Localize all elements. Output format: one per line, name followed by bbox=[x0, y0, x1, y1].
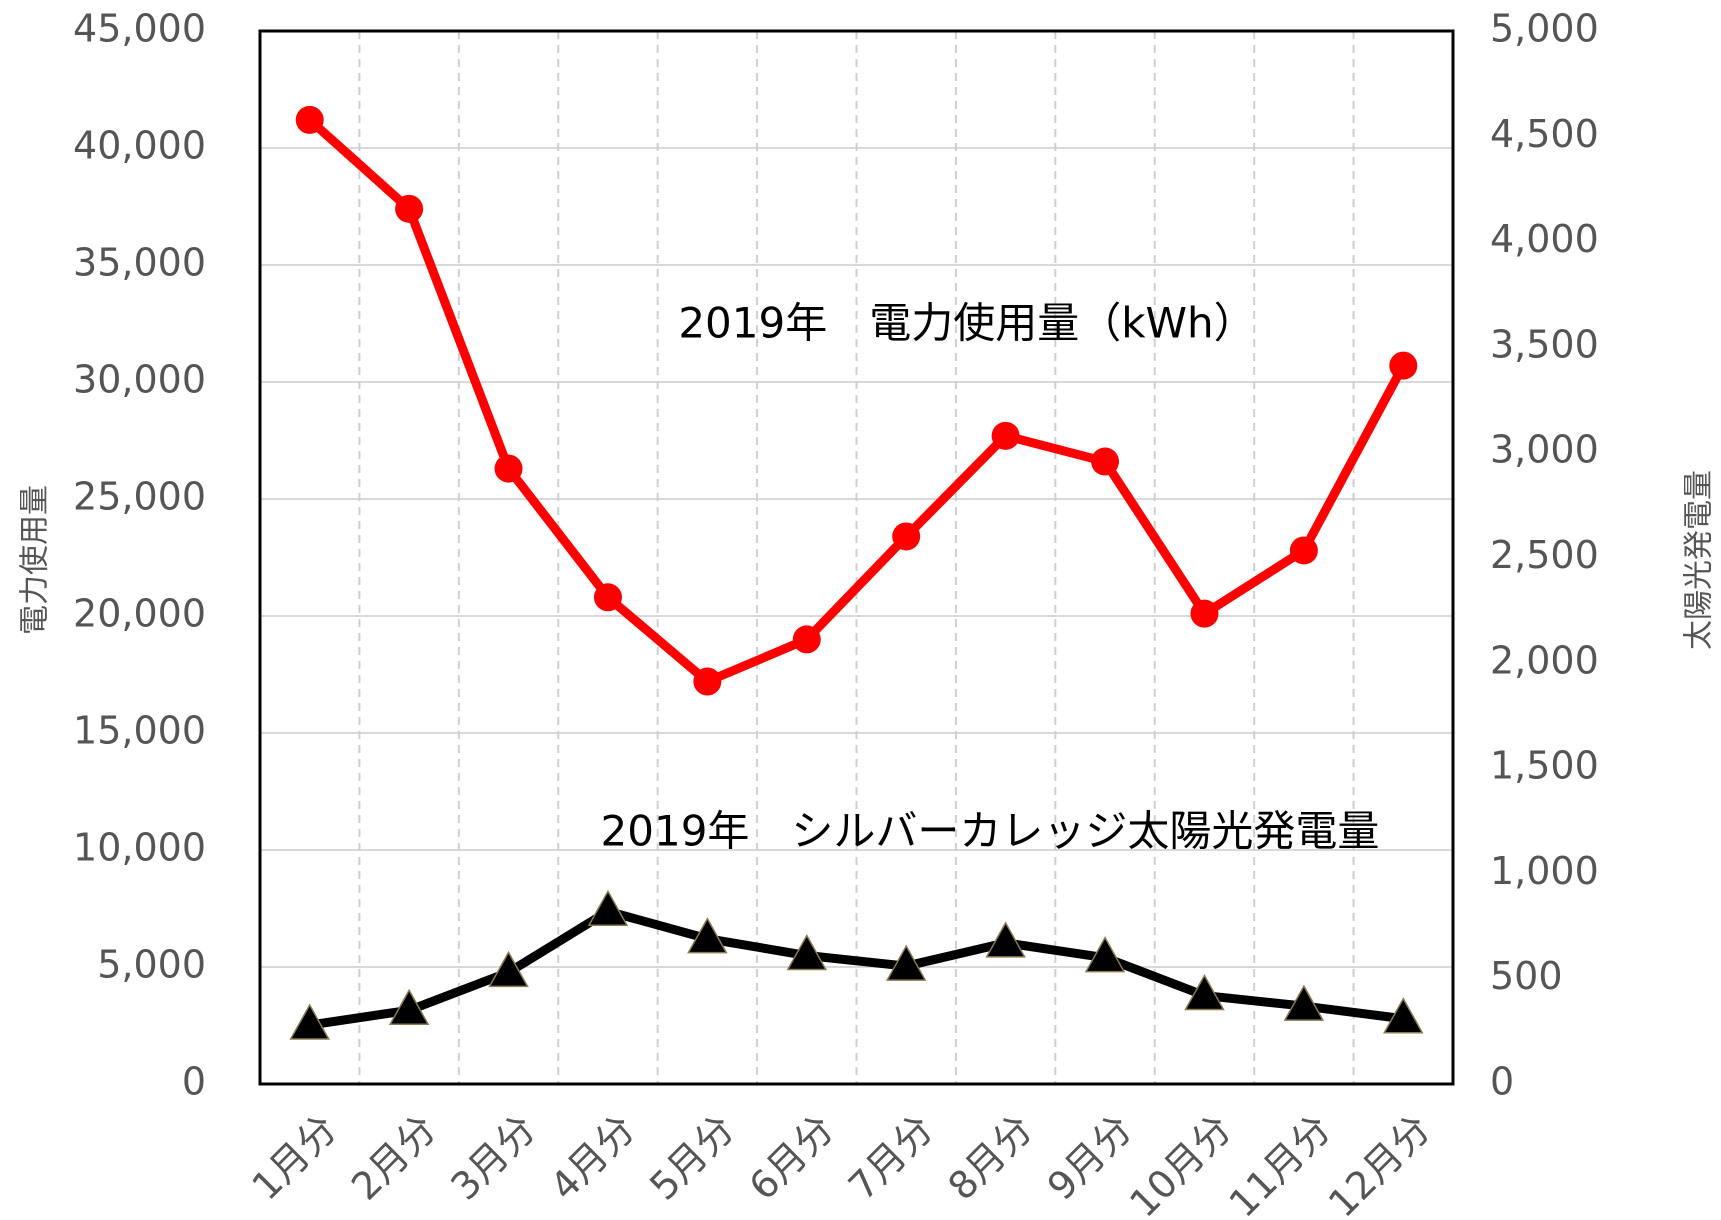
y2-tick-label: 4,500 bbox=[1490, 112, 1599, 156]
y-tick-label: 45,000 bbox=[73, 7, 206, 51]
y2-tick-label: 3,000 bbox=[1490, 428, 1599, 472]
triangle-marker bbox=[587, 889, 629, 927]
series-annotation: 2019年 電力使用量（kWh） bbox=[678, 299, 1255, 348]
circle-marker bbox=[1091, 447, 1120, 476]
circle-marker bbox=[792, 625, 821, 654]
x-tick-label: 6月分 bbox=[741, 1107, 843, 1209]
y2-tick-label: 2,000 bbox=[1490, 638, 1599, 682]
x-tick-label: 10月分 bbox=[1121, 1107, 1240, 1220]
circle-marker bbox=[395, 194, 424, 223]
circle-marker bbox=[494, 454, 523, 483]
circle-marker bbox=[1289, 536, 1318, 565]
y2-tick-label: 3,500 bbox=[1490, 322, 1599, 366]
x-tick-label: 12月分 bbox=[1320, 1107, 1439, 1220]
y-tick-label: 0 bbox=[182, 1060, 206, 1104]
triangle-marker bbox=[488, 950, 529, 988]
y-tick-label: 35,000 bbox=[73, 241, 206, 285]
circle-marker bbox=[1389, 351, 1418, 380]
triangle-marker bbox=[786, 933, 828, 971]
y-axis-label: 電力使用量 bbox=[18, 485, 53, 635]
y2-tick-label: 2,500 bbox=[1490, 533, 1599, 577]
circle-marker bbox=[991, 421, 1020, 450]
y-tick-label: 25,000 bbox=[73, 475, 206, 519]
y2-tick-label: 4,000 bbox=[1490, 217, 1599, 261]
y-tick-label: 30,000 bbox=[73, 358, 206, 402]
y2-tick-label: 0 bbox=[1490, 1060, 1514, 1104]
circle-marker bbox=[693, 667, 722, 696]
y-tick-label: 20,000 bbox=[73, 592, 206, 636]
circle-marker bbox=[295, 105, 324, 134]
y2-axis-label: 太陽光発電量 bbox=[1682, 470, 1717, 650]
series-line bbox=[309, 906, 1404, 1030]
x-tick-label: 7月分 bbox=[840, 1107, 942, 1209]
triangle-marker bbox=[1084, 936, 1126, 973]
triangle-marker bbox=[885, 944, 927, 981]
x-tick-label: 11月分 bbox=[1221, 1107, 1340, 1220]
x-tick-label: 1月分 bbox=[244, 1107, 346, 1209]
x-tick-label: 8月分 bbox=[939, 1107, 1041, 1209]
x-tick-label: 2月分 bbox=[343, 1107, 445, 1209]
y-tick-label: 40,000 bbox=[73, 124, 206, 168]
triangle-marker bbox=[985, 921, 1026, 958]
triangle-marker bbox=[388, 988, 430, 1026]
x-tick-label: 3月分 bbox=[442, 1107, 544, 1209]
triangle-marker bbox=[1184, 974, 1225, 1011]
circle-marker bbox=[593, 583, 622, 612]
y2-tick-label: 1,000 bbox=[1490, 849, 1599, 893]
series-annotation: 2019年 シルバーカレッジ太陽光発電量 bbox=[601, 807, 1380, 856]
series-line bbox=[306, 116, 1408, 687]
y-tick-label: 15,000 bbox=[73, 709, 206, 753]
y2-tick-label: 500 bbox=[1490, 954, 1563, 998]
circle-marker bbox=[892, 522, 921, 551]
circle-marker bbox=[1190, 599, 1219, 628]
y-tick-label: 10,000 bbox=[73, 826, 206, 870]
y-tick-label: 5,000 bbox=[97, 943, 206, 987]
plot-border bbox=[258, 29, 1455, 1086]
triangle-marker bbox=[1283, 984, 1325, 1021]
y2-tick-label: 5,000 bbox=[1490, 7, 1599, 51]
triangle-marker bbox=[1383, 997, 1424, 1034]
y2-tick-label: 1,500 bbox=[1490, 744, 1599, 788]
x-tick-label: 5月分 bbox=[641, 1107, 743, 1209]
x-tick-label: 4月分 bbox=[542, 1107, 644, 1209]
triangle-marker bbox=[687, 917, 728, 954]
triangle-marker bbox=[289, 1003, 330, 1040]
